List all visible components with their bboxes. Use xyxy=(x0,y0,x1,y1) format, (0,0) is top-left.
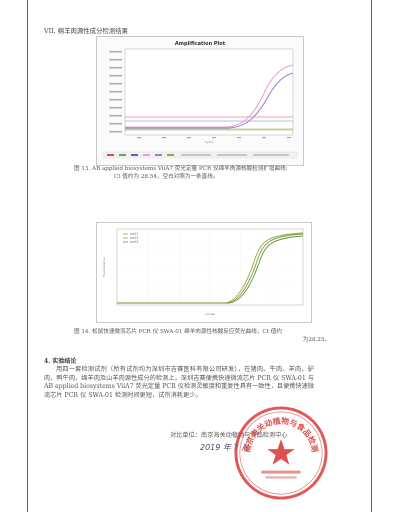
fluorescence-curve-1 xyxy=(117,232,304,304)
figure13-caption: 图 13. AB applied biosystems ViiA7 荧光定量 P… xyxy=(74,165,324,181)
figure13-caption-line2: Ct 值约为 28.54，空白对照为一条直线。 xyxy=(114,174,219,180)
official-seal-stamp: 南京海关动植物与食品检测中心 xyxy=(232,404,328,500)
fluorescence-curve-2 xyxy=(117,233,304,304)
svg-text:南京海关动植物与食品检测中心: 南京海关动植物与食品检测中心 xyxy=(232,404,320,453)
x-tick-marks xyxy=(137,137,291,139)
fluorescence-x-label: Cycles xyxy=(205,312,215,316)
seal-star-icon xyxy=(267,439,295,465)
amplification-curve-pink xyxy=(125,64,294,128)
seal-text: 南京海关动植物与食品检测中心 xyxy=(232,404,320,453)
signature-unit: 对比单位：南京海关动植物与食品检测中心 xyxy=(170,432,288,439)
conclusion-body: 用四一套检测试剂（所有试剂均为深圳市吉赛医科有限公司研发），在猪肉、牛肉、羊肉、… xyxy=(44,366,314,399)
figure14-caption-line2: 为28.25。 xyxy=(302,337,330,343)
fluorescence-y-label: Fluorescence xyxy=(102,257,106,277)
y-tick-labels xyxy=(109,51,122,133)
figure14-caption-line1: 图 14. 松鼠快速微流芯片 PCR 仪 SWA-01 绵羊肉源性核酸反应荧光曲… xyxy=(74,329,282,335)
fluorescence-legend: well1 well2 well3 xyxy=(123,232,138,244)
section-heading: VII. 绵羊肉源性成分检测结果 xyxy=(44,27,129,35)
conclusion-title: 4. 实验结论 xyxy=(44,358,77,365)
fluorescence-plot-figure: well1 well2 well3 Fluorescence Cycles xyxy=(96,222,312,323)
amplification-plot-figure: Amplification Plot xyxy=(96,36,304,166)
amplification-plot-title: Amplification Plot xyxy=(175,41,226,47)
legend-well3: well3 xyxy=(130,240,138,244)
fluorescence-plot-svg: well1 well2 well3 Fluorescence Cycles xyxy=(102,228,304,316)
legend-well1: well1 xyxy=(130,232,138,236)
amplification-x-label: Cycle xyxy=(205,140,213,144)
figure14-caption: 图 14. 松鼠快速微流芯片 PCR 仪 SWA-01 绵羊肉源性核酸反应荧光曲… xyxy=(74,328,334,344)
legend-well2: well2 xyxy=(130,236,138,240)
legend-color-strip xyxy=(102,151,298,159)
handwritten-date: 2019 年 7 月 xyxy=(200,443,250,452)
fluorescence-curve-3 xyxy=(117,235,304,304)
figure13-caption-line1: 图 13. AB applied biosystems ViiA7 荧光定量 P… xyxy=(74,166,288,172)
amplification-plot-svg: Amplification Plot xyxy=(102,41,298,159)
amplification-curve-purple xyxy=(125,72,294,129)
